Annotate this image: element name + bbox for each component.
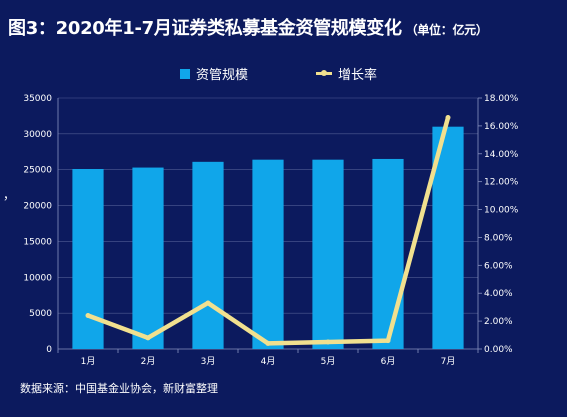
chart-title: 图3：2020年1-7月证券类私募基金资管规模变化 （单位：亿元） (8, 14, 488, 40)
growth-rate-point (205, 300, 211, 306)
y-left-tick-label: 20000 (23, 202, 52, 212)
y-left-tick-label: 0 (46, 345, 52, 355)
growth-rate-point (85, 313, 91, 319)
bar (252, 159, 284, 349)
y-left-tick-label: 15000 (23, 237, 52, 247)
y-right-tick-label: 14.00% (484, 150, 519, 160)
y-right-tick-label: 6.00% (484, 261, 513, 271)
y-left-tick-label: 10000 (23, 273, 52, 283)
legend-bar-swatch (180, 68, 190, 79)
y-right-tick-label: 4.00% (484, 289, 513, 299)
growth-rate-point (385, 338, 391, 344)
y-right-tick-label: 12.00% (484, 178, 519, 188)
growth-rate-point (325, 339, 331, 345)
bar (312, 159, 344, 349)
bar (192, 161, 224, 349)
y-right-tick-label: 16.00% (484, 122, 519, 132)
legend-bar-label: 资管规模 (196, 68, 249, 83)
chart-legend: 资管规模 增长率 (0, 64, 567, 84)
bar (72, 168, 104, 349)
y-left-tick-label: 25000 (23, 166, 52, 176)
y-left-tick-label: 5000 (29, 309, 52, 319)
y-right-tick-label: 0.00% (484, 345, 513, 355)
y-right-tick-label: 10.00% (484, 206, 519, 216)
bar (132, 167, 164, 349)
x-tick-label: 6月 (381, 356, 396, 367)
x-tick-label: 4月 (261, 356, 276, 367)
legend-line-swatch (316, 70, 332, 76)
y-left-tick-label: 30000 (23, 130, 52, 140)
data-source-note: 数据来源：中国基金业协会，新财富整理 (20, 382, 218, 395)
x-tick-label: 1月 (81, 356, 96, 367)
legend-item-line: 增长率 (316, 64, 377, 83)
growth-rate-point (445, 115, 451, 121)
legend-item-bar: 资管规模 (180, 64, 248, 83)
x-tick-label: 2月 (141, 356, 156, 367)
x-tick-label: 7月 (441, 356, 456, 367)
x-tick-label: 5月 (321, 356, 336, 367)
growth-rate-point (145, 335, 151, 341)
y-left-tick-label: 35000 (23, 94, 52, 104)
side-mark: ， (3, 188, 16, 202)
bar (372, 158, 404, 349)
x-tick-label: 3月 (201, 356, 216, 367)
growth-rate-point (265, 340, 271, 346)
y-right-tick-label: 18.00% (484, 94, 519, 104)
chart-title-main: 图3：2020年1-7月证券类私募基金资管规模变化 (8, 18, 402, 39)
y-right-tick-label: 2.00% (484, 317, 513, 327)
legend-line-label: 增长率 (338, 68, 378, 83)
y-right-tick-label: 8.00% (484, 233, 513, 243)
chart-title-unit: （单位：亿元） (405, 23, 488, 37)
